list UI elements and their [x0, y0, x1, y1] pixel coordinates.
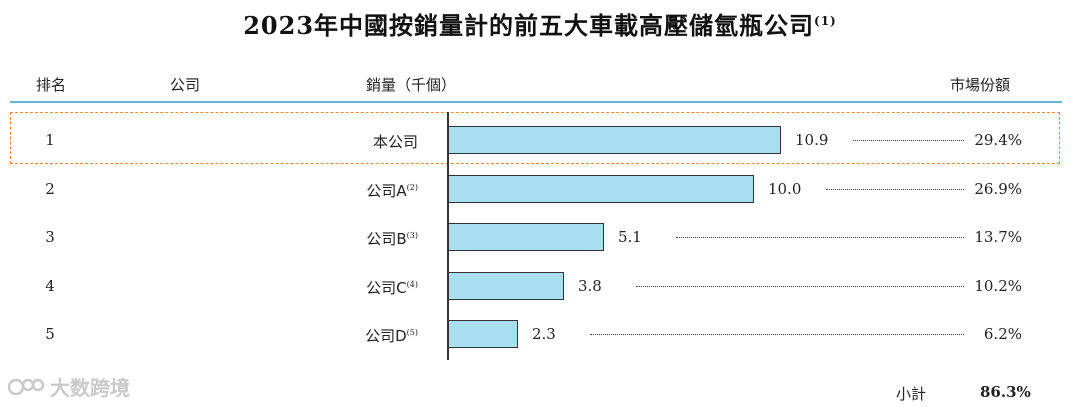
rank-label: 5 — [45, 325, 55, 343]
subtotal-value: 86.3% — [980, 383, 1031, 401]
header-rank: 排名 — [36, 76, 67, 94]
bar-axis — [447, 112, 449, 360]
market-share-label: 29.4% — [974, 131, 1022, 149]
market-share-label: 10.2% — [974, 276, 1022, 295]
company-footnote: (3) — [406, 231, 418, 240]
subtotal-label: 小計 — [896, 385, 927, 403]
leader-dots — [636, 285, 964, 287]
company-name: 本公司 — [372, 133, 418, 151]
market-share-label: 6.2% — [983, 325, 1022, 343]
bar — [448, 271, 564, 300]
company-footnote: (4) — [406, 279, 418, 289]
company-label: 本公司 — [373, 131, 418, 152]
watermark-logo-icon — [8, 378, 45, 395]
market-share-label: 13.7% — [974, 228, 1022, 246]
rank-label: 3 — [45, 228, 55, 246]
company-label: 公司B(3) — [366, 228, 418, 249]
company-name: 公司C — [366, 278, 407, 297]
bar-value-label: 5.1 — [618, 228, 642, 246]
bar-value-label: 3.8 — [578, 276, 602, 295]
bar-value-label: 10.9 — [795, 131, 829, 149]
leader-dots — [826, 188, 964, 190]
market-share-label: 26.9% — [974, 179, 1022, 198]
header-company: 公司 — [170, 76, 201, 94]
bar-value-label: 10.0 — [768, 179, 802, 198]
company-footnote: (2) — [406, 182, 418, 192]
chart-title: 2023年中國按銷量計的前五大車載高壓儲氫瓶公司(1) — [0, 6, 1080, 41]
title-footnote: (1) — [814, 14, 837, 28]
rank-label: 4 — [45, 276, 55, 295]
rank-label: 2 — [45, 179, 55, 198]
bar-value-label: 2.3 — [532, 325, 556, 343]
header-divider — [10, 101, 1062, 103]
bar — [448, 320, 518, 348]
rank-label: 1 — [45, 131, 55, 149]
company-name: 公司B — [366, 230, 407, 248]
leader-dots — [590, 334, 964, 335]
company-label: 公司D(5) — [365, 325, 418, 346]
watermark: 大数跨境 — [8, 372, 130, 401]
company-label: 公司C(4) — [366, 277, 418, 298]
company-label: 公司A(2) — [366, 180, 418, 201]
header-sales: 銷量（千個） — [366, 76, 457, 94]
chart-title-text: 2023年中國按銷量計的前五大車載高壓儲氫瓶公司 — [243, 11, 815, 40]
bar — [448, 126, 781, 154]
company-footnote: (5) — [406, 328, 418, 337]
bar — [448, 223, 604, 251]
header-share: 市場份額 — [950, 76, 1011, 94]
highlight-box — [10, 112, 1060, 164]
bar — [448, 174, 754, 203]
leader-dots — [676, 237, 964, 238]
company-name: 公司D — [365, 327, 407, 345]
company-name: 公司A — [366, 181, 407, 200]
watermark-text: 大数跨境 — [50, 376, 130, 400]
leader-dots — [853, 140, 964, 141]
